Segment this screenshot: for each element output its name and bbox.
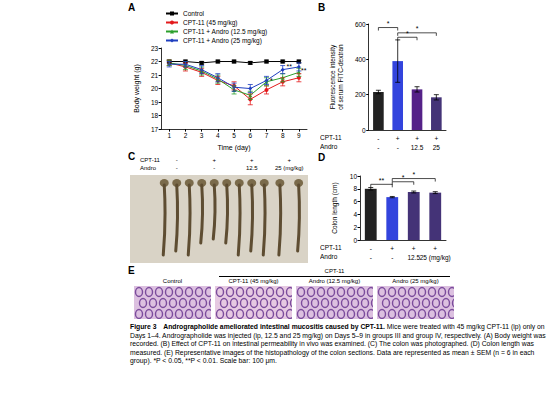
svg-text:25: 25	[433, 144, 441, 151]
svg-text:Control: Control	[183, 10, 205, 17]
svg-text:7: 7	[265, 132, 269, 139]
svg-text:-: -	[377, 135, 379, 142]
svg-text:CPT-11 + Andro (12.5 mg/kg): CPT-11 + Andro (12.5 mg/kg)	[183, 28, 267, 36]
svg-text:Andro: Andro	[320, 253, 338, 260]
html-text:D: D	[318, 152, 326, 163]
svg-text:9: 9	[297, 132, 301, 139]
html-text:Andro (25 mg/kg): Andro (25 mg/kg)	[392, 278, 439, 284]
svg-text:of serum FITC-dextran: of serum FITC-dextran	[337, 44, 344, 110]
svg-text:22: 22	[151, 58, 159, 65]
svg-text:-: -	[370, 254, 372, 261]
svg-text:0: 0	[362, 127, 366, 134]
html-text:C: C	[128, 151, 136, 162]
svg-text:8: 8	[281, 132, 285, 139]
svg-text:23: 23	[151, 45, 159, 52]
svg-text:-: -	[370, 245, 372, 252]
svg-text:1: 1	[167, 132, 171, 139]
svg-text:*: *	[412, 171, 415, 178]
svg-text:25 (mg/kg): 25 (mg/kg)	[420, 254, 451, 262]
svg-text:+: +	[433, 245, 437, 252]
svg-text:12.5: 12.5	[411, 144, 424, 151]
html-text:CPT-11: CPT-11	[140, 157, 160, 163]
svg-text:**: **	[301, 67, 307, 74]
svg-text:19: 19	[151, 99, 159, 106]
html-text:Control: Control	[162, 278, 183, 284]
svg-text:2: 2	[184, 132, 188, 139]
svg-text:Colon length (cm): Colon length (cm)	[331, 182, 339, 233]
svg-text:8: 8	[353, 185, 357, 192]
svg-text:10: 10	[350, 173, 358, 180]
svg-text:17: 17	[151, 126, 159, 133]
svg-text:Andro: Andro	[320, 143, 338, 150]
svg-text:+: +	[434, 135, 438, 142]
svg-text:**: **	[286, 63, 292, 70]
svg-text:*: *	[387, 20, 390, 27]
svg-text:400: 400	[355, 56, 366, 63]
html-text:Andro (12.5 mg/kg): Andro (12.5 mg/kg)	[308, 278, 361, 284]
svg-text:21: 21	[151, 72, 159, 79]
svg-text:6: 6	[353, 198, 357, 205]
svg-text:Time (day): Time (day)	[217, 144, 250, 152]
svg-text:+: +	[396, 135, 400, 142]
svg-text:18: 18	[151, 112, 159, 119]
svg-text:6: 6	[248, 132, 252, 139]
svg-text:0: 0	[353, 237, 357, 244]
svg-text:12.5: 12.5	[407, 254, 420, 261]
svg-text:Fluorescence intensity: Fluorescence intensity	[329, 44, 337, 109]
html-text:Figure 3 Andrographolide ameli: Figure 3 Andrographolide ameliorated int…	[130, 323, 546, 365]
svg-text:3: 3	[200, 132, 204, 139]
svg-text:+: +	[390, 245, 394, 252]
html-text:CPT-11 (45 mg/kg): CPT-11 (45 mg/kg)	[228, 278, 279, 284]
svg-text:*: *	[416, 25, 419, 32]
svg-text:2: 2	[353, 224, 357, 231]
html-text:B: B	[318, 2, 326, 13]
svg-text:-: -	[391, 254, 393, 261]
svg-text:-: -	[377, 144, 379, 151]
svg-text:*: *	[270, 77, 273, 84]
svg-text:**: **	[379, 177, 385, 184]
svg-text:CPT-11 + Andro (25 mg/kg): CPT-11 + Andro (25 mg/kg)	[183, 37, 262, 45]
html-text:25 (mg/kg): 25 (mg/kg)	[274, 165, 304, 171]
svg-text:+: +	[415, 135, 419, 142]
svg-text:4: 4	[216, 132, 220, 139]
svg-text:20: 20	[151, 85, 159, 92]
svg-text:Body weight (g): Body weight (g)	[133, 64, 141, 113]
svg-text:*: *	[402, 174, 405, 181]
html-text:A: A	[128, 2, 136, 13]
svg-text:600: 600	[355, 21, 366, 28]
svg-text:-: -	[397, 144, 399, 151]
svg-text:200: 200	[355, 91, 366, 98]
html-text:12.5: 12.5	[245, 165, 258, 171]
html-text:Andro: Andro	[140, 165, 156, 171]
svg-text:CPT-11: CPT-11	[320, 244, 342, 251]
svg-text:CPT-11 (45 mg/kg): CPT-11 (45 mg/kg)	[183, 19, 237, 27]
html-text:E: E	[128, 265, 135, 276]
svg-text:4: 4	[353, 211, 357, 218]
html-text:CPT-11: CPT-11	[324, 268, 345, 274]
svg-text:*: *	[406, 30, 409, 37]
svg-text:+: +	[412, 245, 416, 252]
svg-text:CPT-11: CPT-11	[320, 134, 342, 141]
svg-text:5: 5	[232, 132, 236, 139]
